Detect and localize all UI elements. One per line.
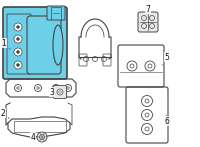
Circle shape bbox=[17, 64, 20, 66]
Circle shape bbox=[57, 89, 63, 95]
Circle shape bbox=[14, 23, 22, 31]
Text: 6: 6 bbox=[165, 115, 169, 126]
FancyBboxPatch shape bbox=[27, 16, 61, 74]
FancyBboxPatch shape bbox=[138, 12, 158, 32]
FancyBboxPatch shape bbox=[47, 6, 65, 20]
Circle shape bbox=[14, 48, 22, 56]
Circle shape bbox=[14, 61, 22, 69]
Text: 1: 1 bbox=[2, 39, 10, 49]
Ellipse shape bbox=[53, 25, 63, 65]
Text: 2: 2 bbox=[1, 108, 10, 119]
FancyBboxPatch shape bbox=[7, 14, 31, 74]
Circle shape bbox=[17, 25, 20, 29]
Circle shape bbox=[37, 132, 47, 142]
Text: 7: 7 bbox=[146, 5, 150, 14]
Circle shape bbox=[17, 37, 20, 41]
Text: 3: 3 bbox=[50, 87, 58, 96]
Text: 4: 4 bbox=[31, 132, 37, 142]
FancyBboxPatch shape bbox=[54, 86, 67, 98]
Text: 5: 5 bbox=[162, 52, 169, 65]
FancyBboxPatch shape bbox=[3, 7, 67, 79]
Circle shape bbox=[14, 35, 22, 43]
Circle shape bbox=[17, 51, 20, 54]
